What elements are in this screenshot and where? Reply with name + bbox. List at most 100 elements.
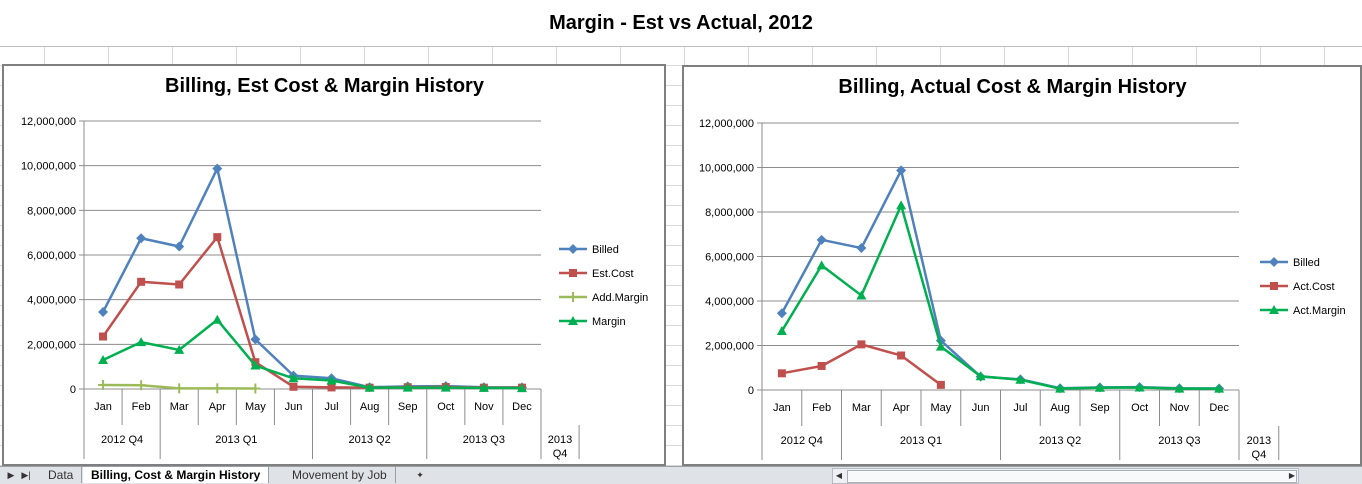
legend-label-billed: Billed [1293, 257, 1320, 269]
data-point-billed [250, 334, 261, 345]
x-tick-label: Aug [1050, 402, 1070, 414]
y-tick-label: 8,000,000 [705, 207, 754, 219]
x-tick-label: May [245, 401, 266, 413]
data-point-margin [516, 383, 527, 393]
series-line-billed [101, 167, 522, 389]
title-bar: Margin - Est vs Actual, 2012 [0, 0, 1362, 47]
data-point-act-margin [975, 371, 986, 381]
legend-marker-billed [1269, 257, 1279, 267]
data-point-billed [174, 241, 185, 252]
insert-sheet-icon[interactable]: ✦ [416, 470, 424, 480]
y-tick-label: 0 [748, 385, 754, 397]
x-tick-label: Apr [209, 401, 226, 413]
x-tick-label: Feb [132, 401, 151, 413]
x-tick-label: Jun [285, 401, 303, 413]
data-point-est-cost [213, 233, 222, 242]
x-tick-label: Apr [893, 402, 910, 414]
x-tick-label: Oct [1131, 402, 1148, 414]
data-point-margin [212, 314, 223, 324]
data-point-billed [136, 233, 147, 244]
x-tick-label: Aug [360, 401, 380, 413]
scroll-left-icon[interactable]: ◀ [835, 471, 843, 480]
legend-label-est-cost: Est.Cost [592, 268, 634, 280]
x-tick-label: Jun [972, 402, 990, 414]
data-point-billed [776, 308, 787, 319]
x-tick-label: Jul [325, 401, 339, 413]
legend-label-margin: Margin [592, 316, 626, 328]
data-point-act-cost [857, 340, 866, 349]
y-tick-label: 2,000,000 [705, 341, 754, 353]
data-point-act-cost [897, 351, 906, 360]
series-line-act-margin [780, 204, 1220, 390]
legend-label-act-cost: Act.Cost [1293, 281, 1335, 293]
y-tick-label: 10,000,000 [21, 161, 76, 173]
data-point-margin [98, 354, 109, 364]
data-point-billed [212, 163, 223, 174]
data-point-act-margin [1015, 374, 1026, 384]
scroll-right-icon[interactable]: ▶ [1288, 471, 1296, 480]
y-tick-label: 0 [70, 384, 76, 396]
group-label: 2013 Q2 [1039, 435, 1081, 447]
y-tick-label: 8,000,000 [27, 205, 76, 217]
group-label: 2013 Q1 [900, 435, 942, 447]
legend-marker-margin [568, 316, 578, 325]
x-tick-label: Dec [512, 401, 532, 413]
chart-actual-cost[interactable]: Billing, Actual Cost & Margin History 0 2,… [682, 65, 1362, 466]
x-tick-label: Jul [1013, 402, 1027, 414]
group-label: 2013 Q3 [1158, 435, 1200, 447]
series-line-est-cost [102, 235, 522, 389]
data-point-act-margin [1174, 383, 1185, 393]
x-tick-label: Sep [1090, 402, 1110, 414]
data-point-est-cost [289, 382, 298, 391]
data-point-billed [896, 165, 907, 176]
data-point-margin [478, 382, 489, 392]
data-point-add-margin [174, 383, 185, 394]
tab-data[interactable]: Data [40, 467, 83, 483]
tab-scroll-right-icon[interactable]: ▶ [7, 470, 15, 480]
y-tick-label: 12,000,000 [21, 116, 76, 128]
group-label: 2012 Q4 [781, 435, 823, 447]
x-tick-label: May [930, 402, 951, 414]
data-point-billed [816, 234, 827, 245]
group-label: 2012 Q4 [101, 434, 143, 446]
legend-marker-billed [568, 244, 578, 254]
page-title: Margin - Est vs Actual, 2012 [549, 11, 813, 34]
data-point-act-cost [936, 380, 945, 389]
data-point-margin [250, 360, 261, 370]
data-point-act-margin [776, 326, 787, 336]
legend-marker-act-margin [1269, 305, 1279, 314]
data-point-est-cost [99, 332, 108, 341]
chart-est-cost[interactable]: Billing, Est Cost & Margin History 0 2,000… [2, 64, 666, 466]
chart-actual-cost-svg: Billing, Actual Cost & Margin History 0 2,… [699, 76, 1346, 461]
data-point-act-margin [816, 260, 827, 270]
data-point-add-margin [250, 383, 261, 394]
x-tick-label: Feb [812, 402, 831, 414]
horizontal-scrollbar[interactable]: ◀ ▶ [832, 468, 1299, 484]
data-point-add-margin [212, 383, 223, 394]
sheet-tabs-bar: ▶ ▶| Data Billing, Cost & Margin History… [0, 466, 1362, 484]
chart-title: Billing, Est Cost & Margin History [165, 75, 485, 97]
data-point-est-cost [327, 383, 336, 392]
x-tick-label: Dec [1209, 402, 1229, 414]
scrollbar-thumb[interactable] [847, 470, 1297, 483]
legend-label-act-margin: Act.Margin [1293, 305, 1346, 317]
legend-marker-act-cost [1270, 282, 1278, 290]
group-label: 2013 Q4 [548, 434, 572, 460]
y-tick-label: 10,000,000 [699, 163, 754, 175]
chart-est-cost-svg: Billing, Est Cost & Margin History 0 2,000… [21, 75, 648, 460]
data-point-act-margin [1094, 382, 1105, 392]
data-point-billed [98, 306, 109, 317]
x-tick-label: Nov [474, 401, 494, 413]
data-point-add-margin [136, 380, 147, 391]
tab-scroll-last-icon[interactable]: ▶| [21, 470, 31, 480]
data-point-act-margin [1134, 382, 1145, 392]
x-tick-label: Nov [1170, 402, 1190, 414]
y-tick-label: 4,000,000 [27, 295, 76, 307]
legend-marker-est-cost [569, 269, 577, 277]
y-tick-label: 4,000,000 [705, 296, 754, 308]
data-point-est-cost [137, 277, 146, 286]
tab-billing-cost-margin-history[interactable]: Billing, Cost & Margin History [83, 467, 270, 483]
x-tick-label: Mar [852, 402, 871, 414]
tab-movement-by-job[interactable]: Movement by Job [284, 467, 396, 483]
data-point-margin [174, 344, 185, 354]
